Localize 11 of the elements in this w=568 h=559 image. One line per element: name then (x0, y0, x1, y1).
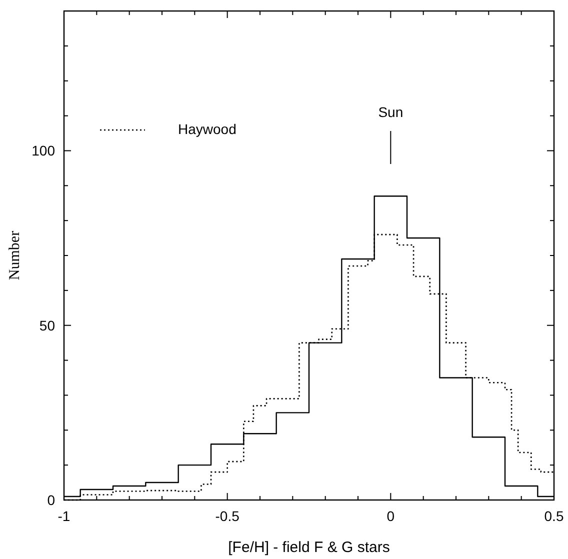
x-tick-label: -0.5 (215, 508, 240, 524)
legend-label: Haywood (178, 121, 236, 137)
x-tick-label: -1 (58, 508, 70, 524)
y-tick-label: 50 (39, 317, 56, 334)
y-tick-label: 100 (32, 142, 56, 159)
x-tick-label: 0.5 (544, 508, 564, 524)
x-axis-title: [Fe/H] - field F & G stars (228, 539, 390, 556)
x-tick-label: 0 (386, 508, 395, 524)
ref-line-label: Sun (378, 104, 404, 120)
y-tick-label: 0 (47, 492, 56, 508)
y-axis-title: Number (7, 230, 23, 280)
